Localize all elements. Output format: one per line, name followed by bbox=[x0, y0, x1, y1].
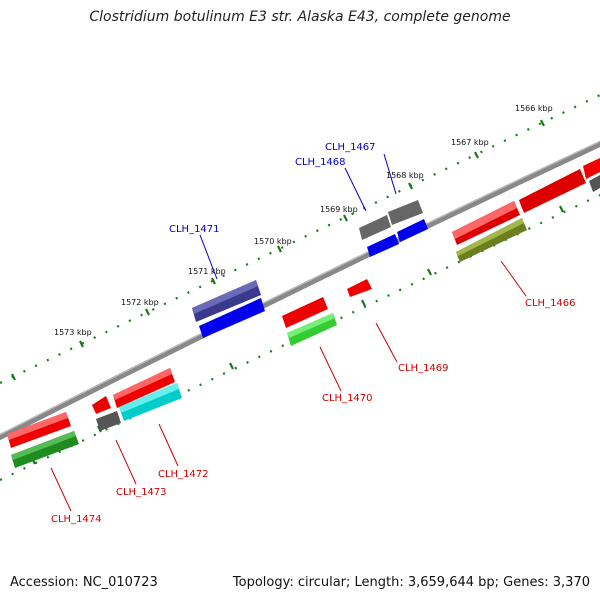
major-tick bbox=[211, 277, 216, 285]
scale-label: 1572 kbp bbox=[121, 298, 159, 307]
scale-label: 1567 kbp bbox=[451, 138, 489, 147]
major-tick bbox=[474, 151, 479, 159]
label-leaders bbox=[50, 153, 527, 512]
gene-arrow[interactable] bbox=[359, 215, 391, 240]
major-tick bbox=[145, 308, 150, 316]
gene-label[interactable]: CLH_1469 bbox=[398, 363, 449, 374]
leader-line bbox=[199, 234, 218, 280]
gene-arrow[interactable] bbox=[519, 169, 586, 213]
gene-label[interactable]: CLH_1474 bbox=[51, 514, 102, 525]
major-tick bbox=[540, 119, 545, 127]
scale-label: 1570 kbp bbox=[254, 237, 292, 246]
leader-line bbox=[375, 322, 398, 363]
backbone-line bbox=[0, 141, 600, 441]
leader-line bbox=[383, 153, 397, 195]
major-tick bbox=[343, 214, 348, 222]
gene-arrow-highlight bbox=[119, 383, 179, 413]
gene-arrow-highlight bbox=[452, 201, 517, 239]
gene-arrow[interactable] bbox=[96, 411, 121, 431]
major-tick bbox=[408, 182, 413, 190]
gene-arrow-highlight bbox=[192, 280, 258, 314]
leader-line bbox=[50, 467, 72, 512]
gene-label[interactable]: CLH_1468 bbox=[295, 157, 346, 168]
gene-labels: CLH_1466 CLH_1467 CLH_1468 CLH_1469 CLH_… bbox=[51, 142, 576, 525]
gene-label[interactable]: CLH_1473 bbox=[116, 487, 167, 498]
leader-line bbox=[344, 167, 367, 212]
major-tick bbox=[79, 340, 84, 348]
gene-arrow[interactable] bbox=[583, 158, 600, 179]
gene-arrow[interactable] bbox=[347, 279, 372, 297]
major-tick bbox=[559, 205, 564, 213]
scale-label: 1571 kbp bbox=[188, 267, 226, 276]
gene-arrow-highlight bbox=[287, 313, 335, 338]
gene-label[interactable]: CLH_1470 bbox=[322, 393, 373, 404]
gene-arrow-highlight bbox=[11, 431, 76, 460]
leader-line bbox=[115, 439, 137, 485]
leader-line bbox=[319, 346, 342, 392]
major-tick bbox=[361, 299, 366, 307]
scale-labels: 1566 kbp 1567 kbp 1568 kbp 1569 kbp 1570… bbox=[54, 104, 553, 337]
leader-line bbox=[500, 260, 527, 297]
gene-label[interactable]: CLH_1471 bbox=[169, 224, 220, 235]
gene-arrow-highlight bbox=[456, 218, 524, 256]
gene-arrow-highlight bbox=[7, 412, 68, 440]
major-tick bbox=[277, 245, 282, 253]
gene-arrow[interactable] bbox=[199, 298, 265, 338]
gene-arrow[interactable] bbox=[92, 396, 111, 414]
scale-label: 1573 kbp bbox=[54, 328, 92, 337]
gene-arrow[interactable] bbox=[282, 297, 328, 328]
page-title: Clostridium botulinum E3 str. Alaska E43… bbox=[89, 9, 511, 25]
gene-label[interactable]: CLH_1472 bbox=[158, 469, 209, 480]
gene-arrow[interactable] bbox=[367, 234, 399, 257]
scale-label: 1569 kbp bbox=[320, 205, 358, 214]
gene-arrow[interactable] bbox=[388, 200, 423, 225]
leader-line bbox=[158, 423, 179, 467]
backbone-highlight bbox=[0, 140, 600, 436]
scale-label: 1568 kbp bbox=[386, 171, 424, 180]
genome-summary-text: Topology: circular; Length: 3,659,644 bp… bbox=[232, 575, 590, 590]
reverse-genes bbox=[11, 175, 600, 468]
forward-genes bbox=[7, 158, 600, 448]
major-tick bbox=[427, 268, 432, 276]
gene-label[interactable]: CLH_1466 bbox=[525, 298, 576, 309]
gene-label[interactable]: CLH_1467 bbox=[325, 142, 376, 153]
gene-arrow-highlight bbox=[113, 368, 172, 400]
scale-label: 1566 kbp bbox=[515, 104, 553, 113]
gene-arrow[interactable] bbox=[589, 175, 600, 192]
gene-arrow[interactable] bbox=[397, 219, 428, 242]
genome-backbone bbox=[0, 140, 600, 441]
major-tick bbox=[229, 362, 234, 370]
accession-text: Accession: NC_010723 bbox=[10, 575, 158, 590]
major-tick bbox=[11, 373, 16, 381]
